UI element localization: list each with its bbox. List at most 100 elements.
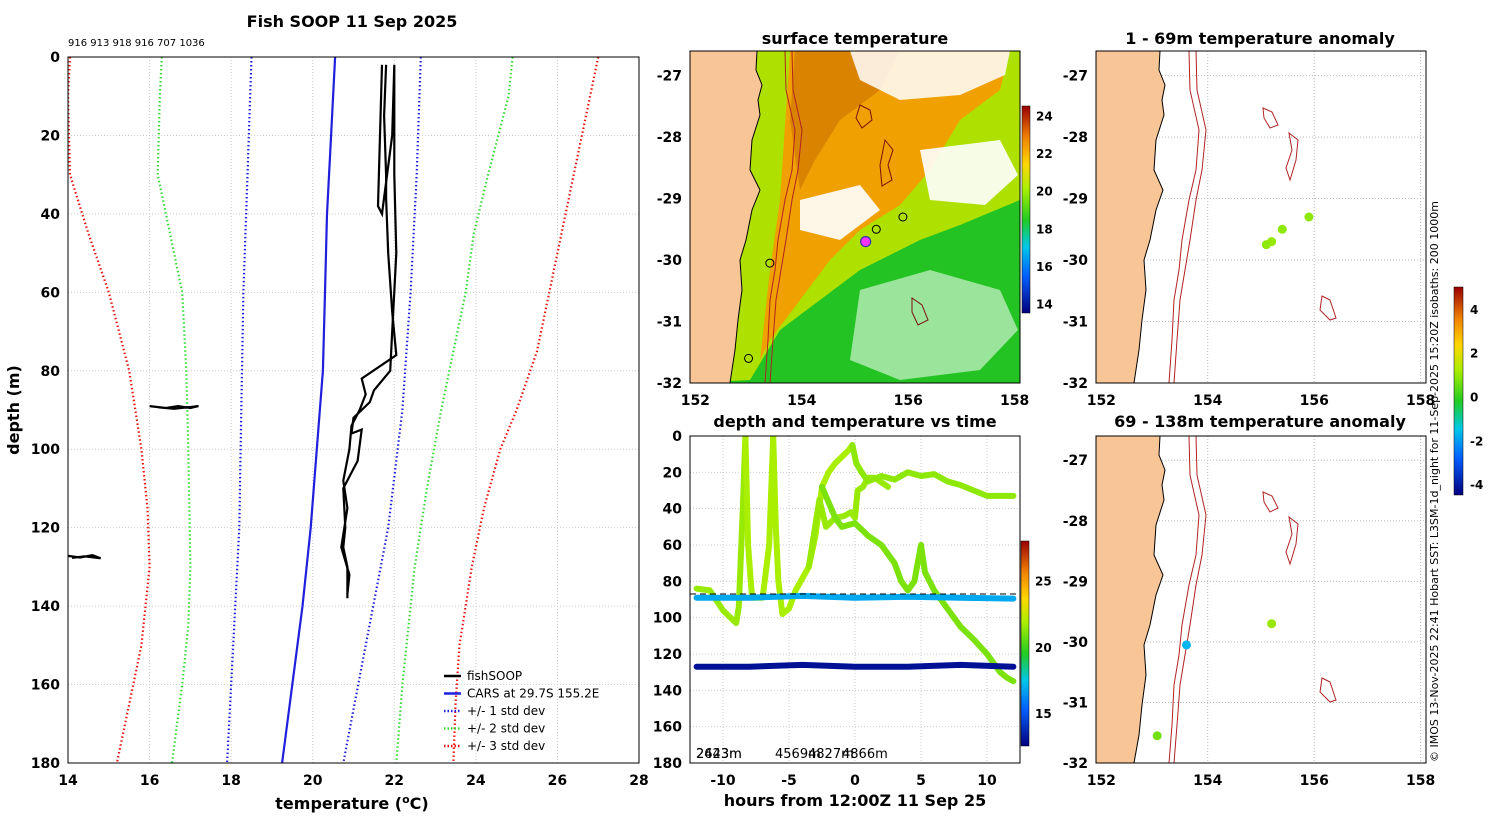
td-colorbar-tick: 15 bbox=[1035, 707, 1052, 721]
sst-colorbar-tick: 22 bbox=[1036, 147, 1053, 161]
td-title: depth and temperature vs time bbox=[713, 412, 996, 431]
profile-tick-labels: 14 16 18 20 22 24 26 28 0 20 40 60 80 100 120 140 160 180 bbox=[31, 50, 649, 789]
anom1-seamount-2 bbox=[1285, 131, 1299, 182]
td-bottom-label: 4827m bbox=[808, 747, 854, 762]
profile-xtick: 14 bbox=[58, 773, 78, 789]
anomaly-colorbar-tick: 2 bbox=[1470, 347, 1478, 361]
profile-series--1-std-dev bbox=[226, 57, 253, 763]
anomaly-colorbar bbox=[1453, 286, 1464, 496]
profile-series-cars-at-29-7s-155-2e bbox=[281, 57, 337, 763]
legend-label: +/- 3 std dev bbox=[467, 739, 545, 753]
anomaly-colorbar-tick: -2 bbox=[1470, 434, 1483, 448]
td-bottom-label: 4569m bbox=[775, 747, 821, 762]
td-ytick: 100 bbox=[653, 611, 682, 627]
map-xtick: 152 bbox=[1087, 393, 1116, 409]
profile-series--2-std-dev-upper bbox=[395, 57, 514, 763]
anom1-seamount-1 bbox=[1262, 107, 1279, 129]
td-axes-frame bbox=[689, 435, 1021, 764]
td-bottom-label: 4866m bbox=[842, 747, 888, 762]
sst-station-markers bbox=[744, 212, 908, 363]
sst-cloud-east bbox=[920, 140, 1018, 205]
td-track bbox=[849, 442, 1017, 499]
anomaly-colorbar-ticks: 4 2 0 -2 -4 bbox=[1470, 303, 1483, 492]
sst-seamount-3 bbox=[911, 297, 929, 326]
anom1-point bbox=[1261, 240, 1271, 250]
sst-land-mask bbox=[690, 51, 763, 383]
profile-ytick: 100 bbox=[31, 442, 60, 458]
profile-panel: Fish SOOP 11 Sep 2025 916 913 918 916 70… bbox=[4, 12, 649, 813]
td-track bbox=[693, 436, 749, 627]
td-ytick: 140 bbox=[653, 683, 682, 699]
anom1-point bbox=[1304, 212, 1314, 222]
map-ytick: -27 bbox=[1063, 453, 1088, 469]
profile-series-fishsoop-d bbox=[68, 553, 102, 560]
td-track bbox=[742, 436, 777, 601]
map-ytick: -32 bbox=[1063, 756, 1088, 772]
profile-xtick: 24 bbox=[466, 773, 486, 789]
anom1-land-mask bbox=[1096, 51, 1166, 383]
map-xtick: 156 bbox=[1300, 393, 1329, 409]
sst-tick-labels: 152 154 156 158 -27 -28 -29 -30 -31 -32 bbox=[657, 69, 1030, 409]
sst-colorbar-tick: 24 bbox=[1036, 109, 1053, 123]
td-colorbar-ticks: 25 20 15 bbox=[1035, 575, 1052, 721]
profile-ytick: 20 bbox=[41, 128, 61, 144]
map-ytick: -30 bbox=[657, 253, 683, 269]
anom1-tick-labels: 152 154 156 158 -27 -28 -29 -30 -31 -32 bbox=[1063, 69, 1436, 409]
sst-seamount-1 bbox=[855, 104, 873, 129]
td-bottom-label: 2423m bbox=[696, 747, 742, 762]
profile-series-fishsoop bbox=[342, 64, 398, 599]
anom1-isobath-200 bbox=[1168, 51, 1200, 383]
map-ytick: -28 bbox=[1063, 514, 1088, 530]
profile-ytick: 0 bbox=[50, 50, 60, 66]
sst-title: surface temperature bbox=[762, 29, 949, 48]
td-xlabel: hours from 12:00Z 11 Sep 25 bbox=[724, 791, 986, 810]
map-xtick: 156 bbox=[1300, 773, 1329, 789]
td-xtick: -5 bbox=[781, 773, 797, 789]
profile-xtick: 16 bbox=[140, 773, 159, 789]
map-ytick: -30 bbox=[1063, 635, 1089, 651]
map-xtick: 158 bbox=[1000, 393, 1029, 409]
anom2-seamount-2 bbox=[1285, 515, 1299, 566]
current-station-marker bbox=[860, 235, 872, 248]
map-ytick: -30 bbox=[1063, 253, 1089, 269]
profile-ytick: 40 bbox=[41, 207, 61, 223]
td-ytick: 160 bbox=[653, 720, 682, 736]
anom1-data-points bbox=[1261, 212, 1314, 250]
map-ytick: -32 bbox=[1063, 376, 1088, 392]
map-ytick: -29 bbox=[657, 192, 682, 208]
map-ytick: -31 bbox=[1063, 315, 1088, 331]
legend-label: fishSOOP bbox=[467, 669, 522, 683]
td-ytick: 180 bbox=[653, 756, 682, 772]
profile-axes-frame bbox=[67, 56, 640, 764]
profile-series-fishsoop-c bbox=[149, 404, 199, 410]
anom1-isobath-1000 bbox=[1173, 51, 1207, 383]
profile-xlabel: temperature (oC) bbox=[275, 793, 428, 813]
anom2-seamount-1 bbox=[1262, 491, 1279, 513]
anom2-tick-labels: 152 154 156 158 -27 -28 -29 -30 -31 -32 bbox=[1063, 453, 1436, 789]
profile-legend: fishSOOP CARS at 29.7S 155.2E +/- 1 std de… bbox=[444, 669, 599, 753]
map-ytick: -27 bbox=[657, 69, 682, 85]
anom1-map-body bbox=[1096, 51, 1337, 383]
anom1-seamount-3 bbox=[1319, 295, 1337, 321]
map-xtick: 156 bbox=[894, 393, 923, 409]
anom2-axes-frame bbox=[1095, 435, 1427, 764]
station-marker bbox=[898, 212, 908, 222]
profile-series--3-std-dev-upper bbox=[452, 57, 600, 763]
anom2-seamount-3 bbox=[1319, 677, 1337, 703]
map-xtick: 154 bbox=[1193, 393, 1222, 409]
td-colorbar-tick: 20 bbox=[1035, 641, 1052, 655]
sst-colorbar-tick: 18 bbox=[1036, 222, 1053, 236]
legend-label: +/- 1 std dev bbox=[467, 704, 545, 718]
profile-xtick: 18 bbox=[221, 773, 240, 789]
profile-ytick: 140 bbox=[31, 599, 60, 615]
td-track bbox=[693, 592, 1017, 602]
sst-colorbar bbox=[1021, 105, 1031, 314]
td-track bbox=[819, 483, 1017, 685]
map-xtick: 152 bbox=[681, 393, 710, 409]
anomaly-colorbar-tick: 0 bbox=[1470, 390, 1478, 404]
td-xtick: -10 bbox=[710, 773, 736, 789]
td-ytick: 0 bbox=[672, 429, 682, 445]
td-xtick: 5 bbox=[916, 773, 926, 789]
td-ytick: 40 bbox=[663, 502, 683, 518]
